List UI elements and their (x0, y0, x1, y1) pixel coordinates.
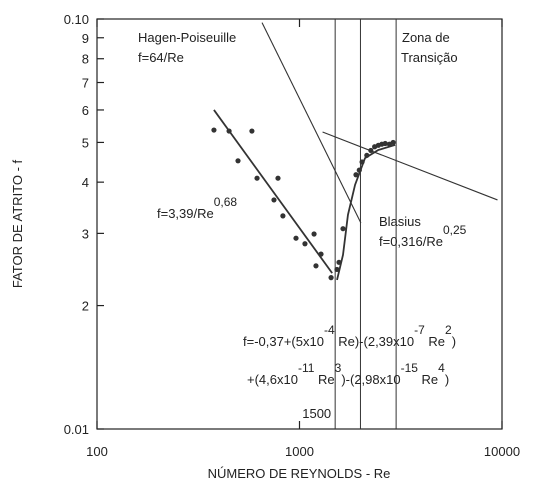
y-tick-label: 9 (82, 31, 89, 46)
y-tick-label: 4 (82, 175, 89, 190)
data-point (254, 175, 260, 181)
annotation: Hagen-Poiseuille (138, 30, 236, 45)
data-point (390, 139, 396, 146)
data-point (280, 213, 286, 219)
annotation-text: Transição (401, 50, 458, 65)
data-point (353, 172, 359, 178)
y-tick-label: 2 (82, 299, 89, 314)
data-point (293, 235, 299, 241)
annotation-text: f=64/Re (138, 50, 184, 65)
annotation: f=64/Re (138, 50, 184, 65)
data-point (359, 159, 365, 165)
annotation-text: Re (418, 372, 438, 387)
y-tick-label: 5 (82, 135, 89, 150)
superscript: 3 (335, 361, 342, 375)
annotation-text: Re (314, 372, 334, 387)
curve (213, 109, 333, 274)
data-point (356, 167, 362, 173)
superscript: 4 (438, 361, 445, 375)
annotation-text: Re (425, 334, 445, 349)
annotation: Blasius (379, 214, 421, 229)
data-point (313, 263, 319, 269)
data-point (302, 241, 308, 247)
data-point (311, 231, 317, 237)
data-point (340, 226, 346, 232)
superscript: 0,25 (443, 223, 467, 237)
annotation: f=0,316/Re0,25 (379, 223, 467, 249)
annotation-text: Blasius (379, 214, 421, 229)
annotation: f=3,39/Re0,68 (157, 195, 237, 221)
superscript: -15 (401, 361, 419, 375)
annotation-text: )-(2,98x10 (341, 372, 400, 387)
superscript: -11 (298, 361, 315, 375)
annotation: Transição (401, 50, 458, 65)
y-axis-label: FATOR DE ATRITO - f (10, 159, 25, 288)
y-tick-label: 3 (82, 226, 89, 241)
annotation-text: Hagen-Poiseuille (138, 30, 236, 45)
superscript: 0,68 (214, 195, 238, 209)
superscript: -4 (324, 323, 335, 337)
annotation-text: +(4,6x10 (247, 372, 298, 387)
annotation-text: f=3,39/Re (157, 206, 214, 221)
annotation-text: Zona de (402, 30, 450, 45)
data-point (364, 152, 370, 158)
data-point (275, 175, 281, 181)
data-point (226, 128, 232, 134)
data-point (235, 158, 241, 164)
y-tick-label: 7 (82, 76, 89, 91)
x-tick-label: 100 (86, 444, 108, 459)
x-tick-label: 10000 (484, 444, 520, 459)
x-tick-label: 1000 (285, 444, 314, 459)
annotation: Zona de (402, 30, 450, 45)
annotation-text: f=0,316/Re (379, 234, 443, 249)
annotation-text: f=-0,37+(5x10 (243, 334, 324, 349)
y-tick-label: 0.10 (64, 12, 89, 27)
curve (336, 144, 396, 281)
curve (322, 131, 498, 201)
curve (261, 22, 362, 224)
y-tick-label: 6 (82, 103, 89, 118)
annotation-text: ) (452, 334, 456, 349)
superscript: -7 (414, 323, 425, 337)
y-tick-label: 8 (82, 52, 89, 67)
data-point (382, 140, 388, 147)
data-point (249, 128, 255, 134)
data-point (334, 266, 340, 273)
x-axis-label: NÚMERO DE REYNOLDS - Re (208, 466, 391, 481)
data-point (211, 127, 217, 133)
data-point (318, 251, 324, 257)
annotation: +(4,6x10-11 Re3)-(2,98x10-15 Re4) (247, 361, 449, 387)
data-point (271, 197, 277, 203)
data-point (336, 259, 342, 265)
superscript: 2 (445, 323, 452, 337)
data-point (368, 147, 374, 154)
annotation: f=-0,37+(5x10-4 Re)-(2,39x10-7 Re2) (243, 323, 456, 349)
data-point (328, 275, 334, 281)
annotation-text: Re)-(2,39x10 (335, 334, 414, 349)
reference-label: 1500 (302, 406, 331, 421)
annotation-text: ) (445, 372, 449, 387)
y-tick-label: 0.01 (64, 422, 89, 437)
